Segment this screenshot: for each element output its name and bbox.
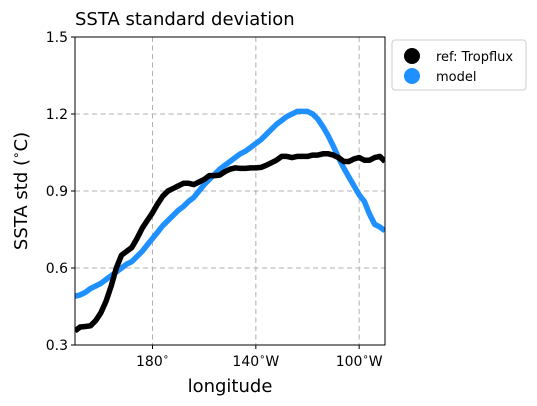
legend-label-tropflux: ref: Tropflux — [436, 50, 513, 65]
legend-frame — [391, 39, 527, 91]
x-tick-degree: ∘ — [362, 352, 368, 363]
y-axis-title-main: SSTA std ( — [11, 159, 32, 250]
y-axis-title-unit: C) — [11, 132, 32, 152]
x-tick-number: 140 — [232, 354, 259, 370]
series-layer — [75, 108, 385, 334]
y-axis-title: SSTA std (∘C) — [9, 132, 32, 250]
x-tick-label: 180∘ — [136, 352, 169, 370]
legend-label-model: model — [436, 70, 476, 85]
x-axis-title: longitude — [188, 376, 273, 397]
y-tick-label: 0.9 — [46, 184, 68, 200]
x-tick-degree: ∘ — [163, 352, 169, 363]
series-line-tropflux — [75, 151, 385, 334]
x-tick-direction: W — [369, 354, 383, 370]
x-tick-degree: ∘ — [259, 352, 265, 363]
chart-title: SSTA standard deviation — [75, 9, 295, 30]
series-line-model — [75, 108, 385, 299]
y-axis-ticks: 0.3 0.6 0.9 1.2 1.5 — [46, 30, 75, 354]
x-tick-number: 100 — [336, 354, 363, 370]
x-tick-number: 180 — [136, 354, 163, 370]
legend-marker-tropflux — [404, 48, 420, 64]
legend-marker-model — [404, 68, 420, 84]
legend: ref: Tropflux model — [391, 39, 527, 91]
x-tick-direction: W — [265, 354, 279, 370]
y-axis-title-degree: ∘ — [9, 151, 23, 159]
x-tick-label: 100∘W — [336, 352, 383, 370]
x-tick-label: 140∘W — [232, 352, 279, 370]
x-axis-ticks: 180∘ 140∘W 100∘W — [136, 345, 383, 370]
y-tick-label: 0.3 — [46, 338, 68, 354]
y-tick-label: 0.6 — [46, 261, 68, 277]
y-tick-label: 1.5 — [46, 30, 68, 46]
y-tick-label: 1.2 — [46, 107, 68, 123]
